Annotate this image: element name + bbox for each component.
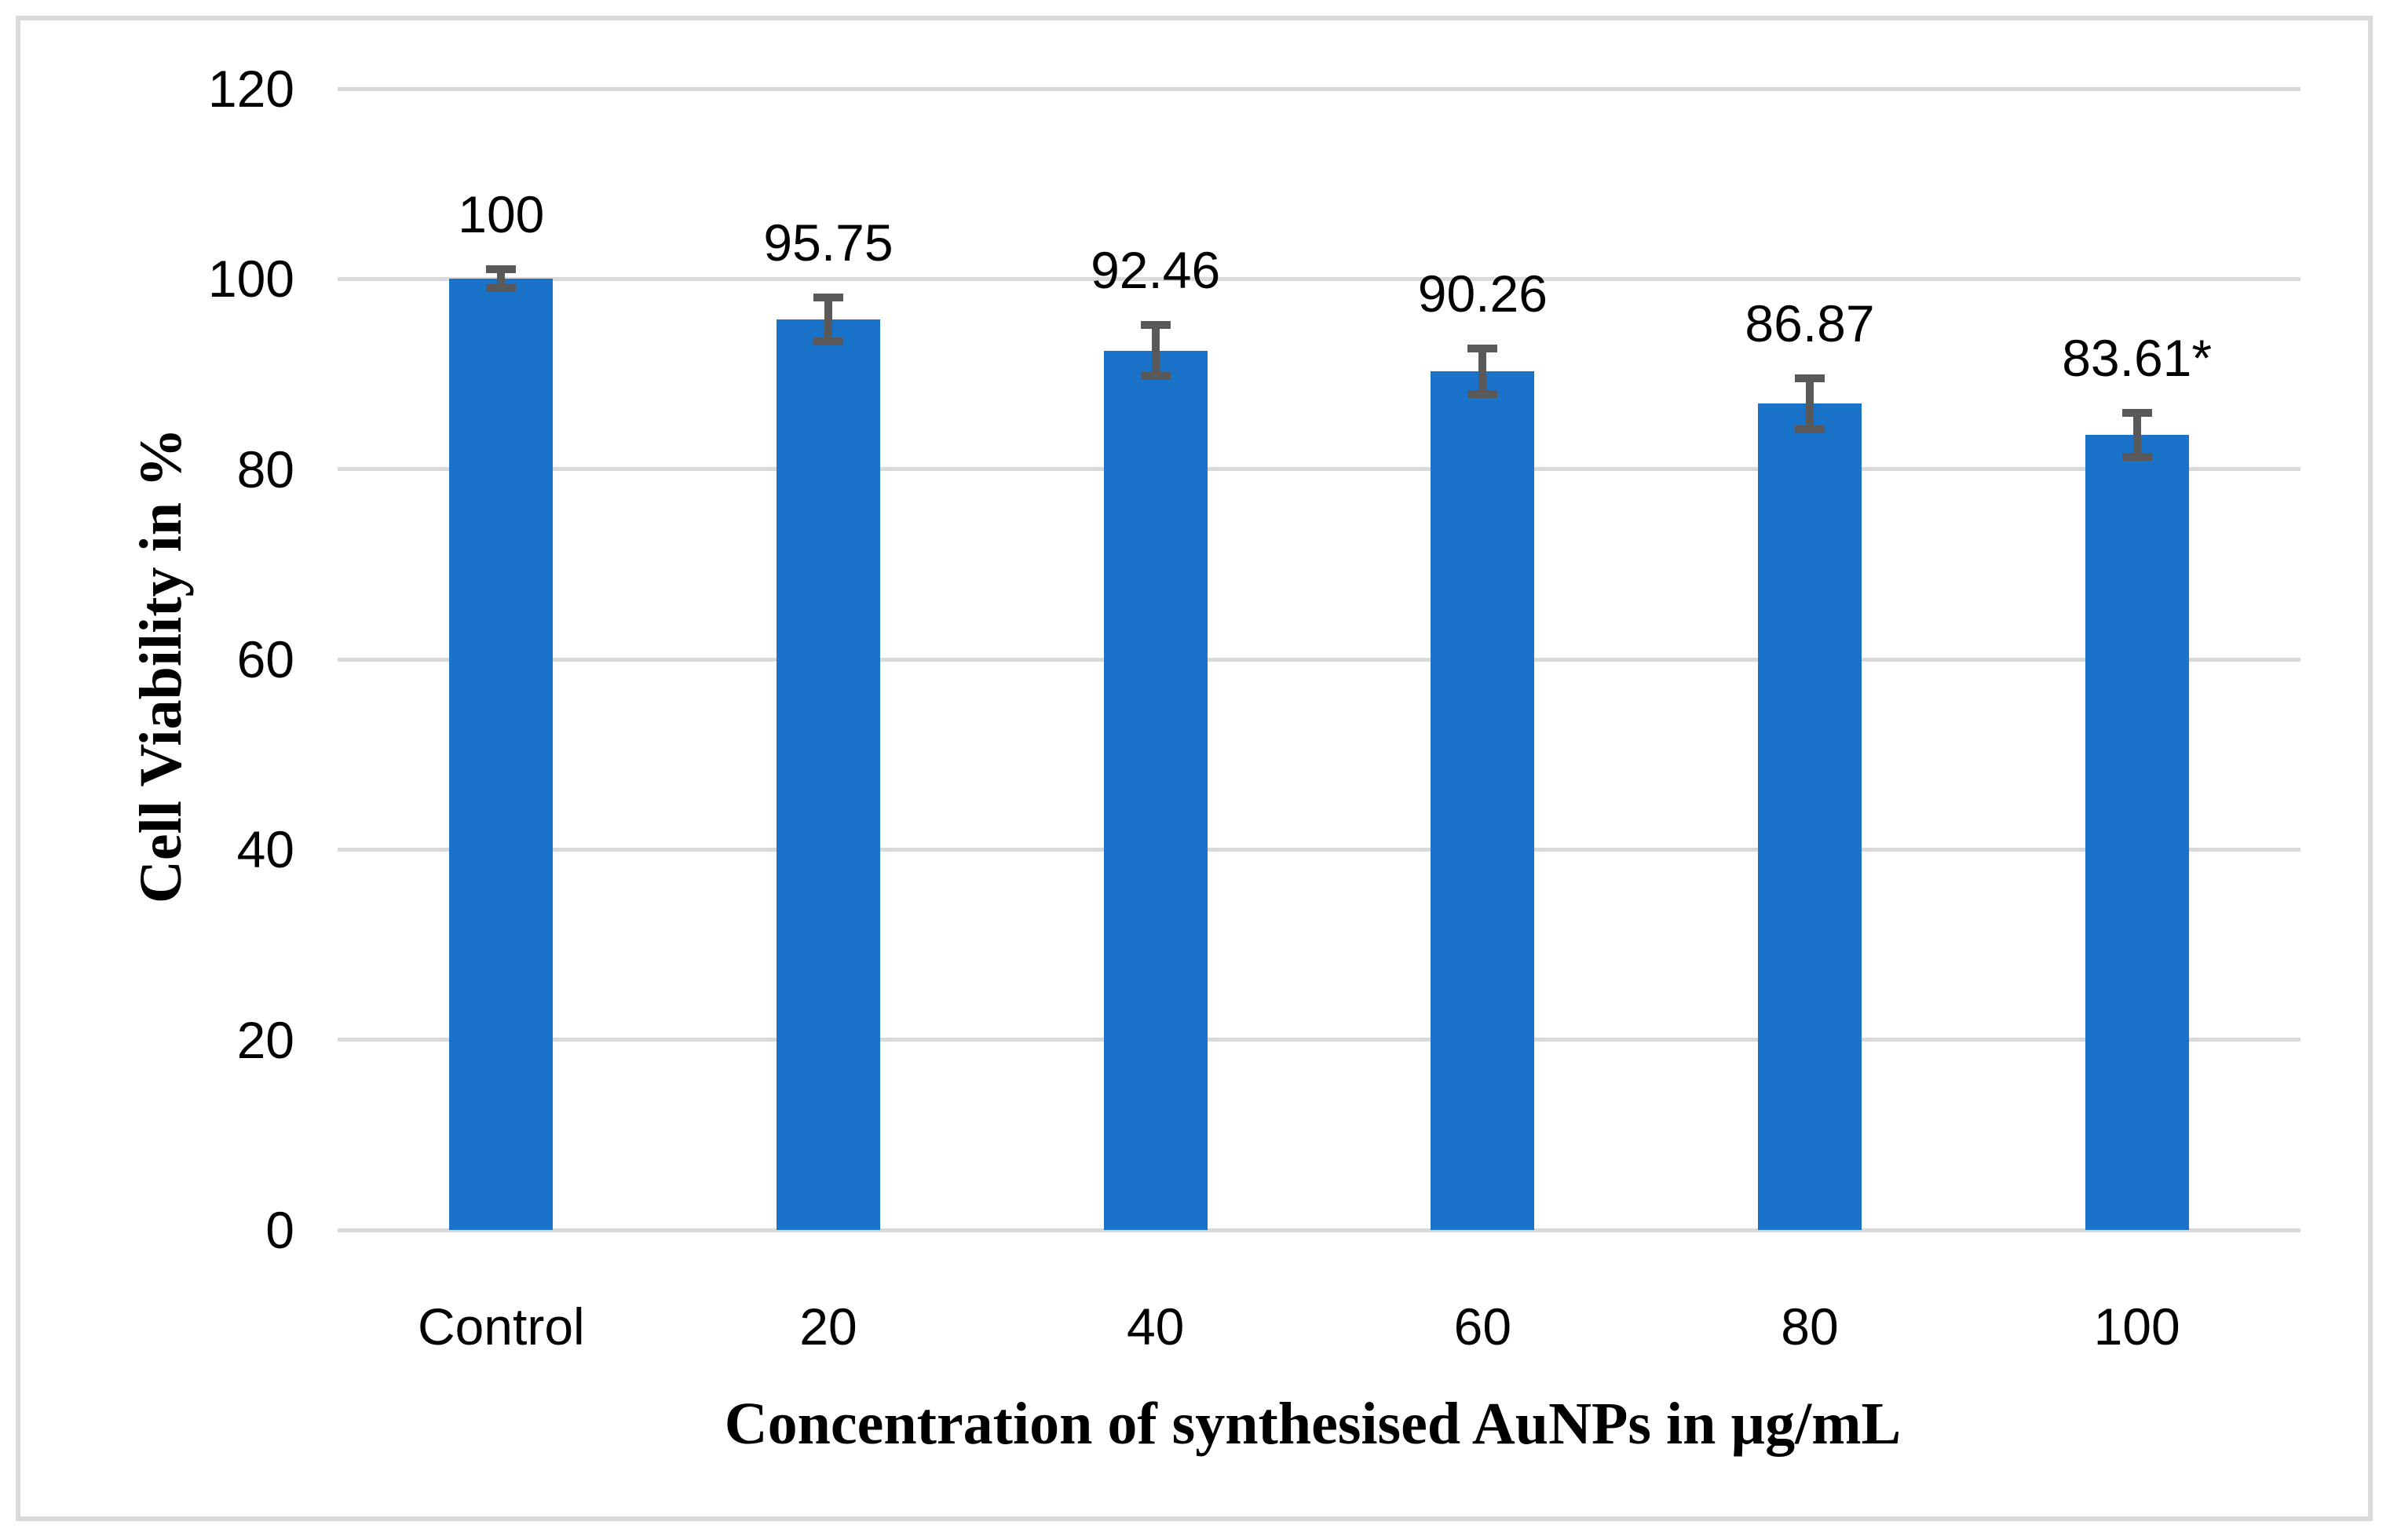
- bar-Control: [449, 279, 554, 1230]
- x-tick-label: Control: [417, 1297, 585, 1356]
- gridline-y-120: [338, 86, 2300, 91]
- x-axis-title: Concentration of synthesised AuNPs in µg…: [724, 1391, 1902, 1457]
- error-bar-whisker: [1151, 324, 1160, 377]
- bar-value-label: 83.61*: [2062, 329, 2213, 388]
- gridline-y-60: [338, 657, 2300, 662]
- error-bar-whisker: [2132, 413, 2141, 457]
- y-tick-label: 80: [236, 440, 294, 498]
- bar-100: [2085, 434, 2189, 1230]
- gridline-y-40: [338, 847, 2300, 852]
- error-bar-whisker: [1478, 349, 1487, 395]
- x-tick-label: 40: [1126, 1297, 1185, 1356]
- error-bar-whisker: [824, 297, 832, 341]
- x-tick-label: 60: [1453, 1297, 1512, 1356]
- error-bar-cap-bottom: [1467, 390, 1498, 399]
- error-bar-cap-bottom: [2121, 452, 2152, 461]
- bar-80: [1758, 403, 1862, 1230]
- x-tick-label: 80: [1781, 1297, 1839, 1356]
- gridline-y-80: [338, 467, 2300, 472]
- bar-20: [777, 319, 880, 1230]
- y-tick-label: 60: [236, 630, 294, 688]
- y-tick-label: 0: [265, 1201, 294, 1259]
- error-bar-cap-top: [2121, 409, 2152, 418]
- error-bar-cap-bottom: [813, 337, 843, 345]
- error-bar-cap-bottom: [486, 284, 517, 293]
- error-bar-cap-top: [813, 293, 843, 301]
- bar-value-label: 92.46: [1091, 240, 1221, 299]
- gridline-y-0: [338, 1228, 2300, 1232]
- error-bar-cap-bottom: [1795, 425, 1825, 434]
- error-bar-cap-bottom: [1140, 372, 1171, 381]
- bar-value-label: 86.87: [1745, 294, 1875, 352]
- x-tick-label: 20: [799, 1297, 857, 1356]
- chart-border-frame: [16, 16, 2373, 1521]
- bar-60: [1431, 371, 1535, 1230]
- error-bar-whisker: [497, 269, 506, 289]
- error-bar-cap-top: [1467, 345, 1498, 353]
- error-bar-cap-top: [1140, 320, 1171, 329]
- y-tick-label: 40: [236, 820, 294, 879]
- bar-40: [1103, 350, 1208, 1230]
- error-bar-whisker: [1806, 378, 1814, 430]
- y-tick-label: 20: [236, 1010, 294, 1069]
- error-bar-cap-top: [1795, 374, 1825, 382]
- gridline-y-20: [338, 1038, 2300, 1042]
- y-tick-label: 100: [207, 250, 294, 308]
- bar-value-label: 90.26: [1417, 265, 1548, 323]
- gridline-y-100: [338, 276, 2300, 281]
- x-tick-label: 100: [2093, 1297, 2180, 1356]
- error-bar-cap-top: [486, 265, 517, 274]
- y-tick-label: 120: [207, 60, 294, 118]
- bar-value-label: 95.75: [763, 213, 894, 272]
- bar-value-label: 100: [458, 185, 545, 244]
